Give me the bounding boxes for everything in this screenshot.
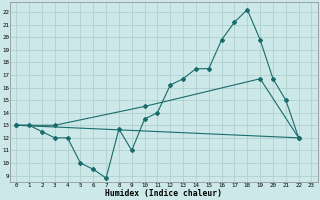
X-axis label: Humidex (Indice chaleur): Humidex (Indice chaleur) xyxy=(105,189,222,198)
